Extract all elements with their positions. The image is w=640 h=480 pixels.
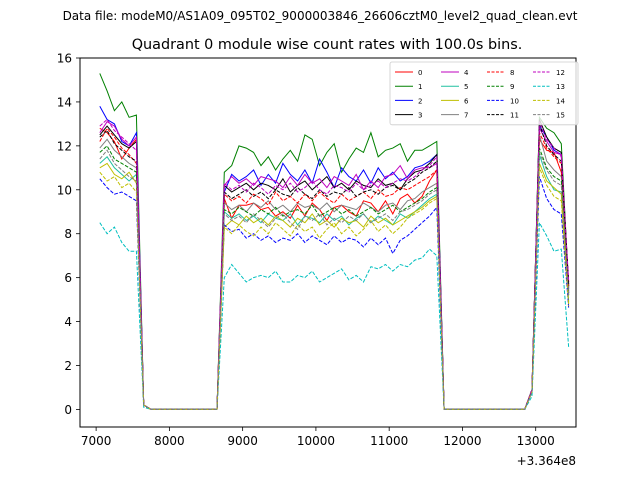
legend-label: 5 (464, 83, 468, 91)
legend-label: 1 (418, 83, 422, 91)
legend-label: 15 (556, 112, 565, 120)
x-tick-label: 12000 (443, 434, 481, 448)
series-line-14 (99, 167, 570, 410)
legend-label: 7 (464, 112, 468, 120)
legend-label: 12 (556, 69, 565, 77)
series-line-2 (99, 106, 570, 410)
series-line-0 (99, 127, 570, 410)
y-tick-label: 6 (64, 271, 72, 285)
y-tick-label: 2 (64, 359, 72, 373)
x-tick-label: 8000 (154, 434, 185, 448)
series-line-12 (99, 118, 570, 410)
series-line-11 (99, 123, 570, 410)
series-line-8 (99, 127, 570, 410)
x-tick-label: 10000 (297, 434, 335, 448)
legend-label: 9 (510, 83, 514, 91)
legend-box (389, 61, 579, 126)
y-tick-label: 14 (57, 95, 72, 109)
plot-frame (79, 57, 577, 428)
y-tick-label: 4 (64, 315, 72, 329)
legend-label: 13 (556, 83, 565, 91)
y-tick-label: 0 (64, 403, 72, 417)
legend-label: 14 (556, 97, 565, 105)
legend-label: 8 (510, 69, 514, 77)
chart-suptitle: Data file: modeM0/AS1A09_095T02_90000038… (63, 9, 578, 23)
x-tick-label: 9000 (227, 434, 258, 448)
series-line-3 (99, 119, 570, 410)
series-line-9 (99, 145, 570, 410)
legend-label: 10 (510, 97, 519, 105)
legend-label: 2 (418, 97, 422, 105)
legend-label: 11 (510, 112, 519, 120)
series-line-15 (99, 149, 570, 410)
x-tick-label: 11000 (370, 434, 408, 448)
legend-label: 6 (464, 97, 469, 105)
x-offset-label: +3.364e8 (517, 454, 576, 468)
series-line-6 (99, 162, 570, 410)
y-tick-label: 8 (64, 227, 72, 241)
series-line-4 (99, 121, 570, 410)
legend-label: 4 (464, 69, 469, 77)
chart-title: Quadrant 0 module wise count rates with … (132, 37, 523, 53)
legend-label: 3 (418, 112, 422, 120)
series-line-5 (99, 154, 570, 410)
x-tick-label: 13000 (517, 434, 555, 448)
x-tick-label: 7000 (81, 434, 112, 448)
y-tick-label: 12 (57, 139, 72, 153)
y-tick-label: 10 (57, 183, 72, 197)
series-line-13 (99, 220, 570, 410)
legend-label: 0 (418, 69, 422, 77)
y-tick-label: 16 (57, 52, 72, 66)
